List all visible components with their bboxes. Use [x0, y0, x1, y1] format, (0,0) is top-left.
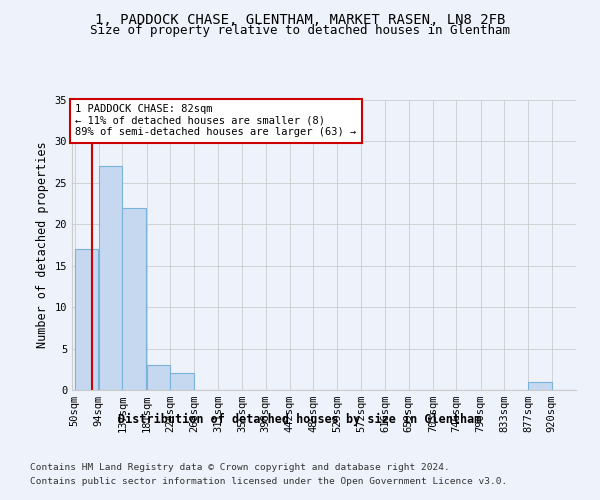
- Text: Contains HM Land Registry data © Crown copyright and database right 2024.: Contains HM Land Registry data © Crown c…: [30, 464, 450, 472]
- Text: Contains public sector information licensed under the Open Government Licence v3: Contains public sector information licen…: [30, 477, 507, 486]
- Text: Size of property relative to detached houses in Glentham: Size of property relative to detached ho…: [90, 24, 510, 37]
- Bar: [75, 249, 98, 390]
- Bar: [99, 166, 122, 390]
- Text: 1 PADDOCK CHASE: 82sqm
← 11% of detached houses are smaller (8)
89% of semi-deta: 1 PADDOCK CHASE: 82sqm ← 11% of detached…: [75, 104, 356, 138]
- Y-axis label: Number of detached properties: Number of detached properties: [36, 142, 49, 348]
- Bar: [170, 374, 194, 390]
- Text: Distribution of detached houses by size in Glentham: Distribution of detached houses by size …: [118, 412, 482, 426]
- Bar: [122, 208, 146, 390]
- Bar: [528, 382, 552, 390]
- Bar: [146, 365, 170, 390]
- Text: 1, PADDOCK CHASE, GLENTHAM, MARKET RASEN, LN8 2FB: 1, PADDOCK CHASE, GLENTHAM, MARKET RASEN…: [95, 12, 505, 26]
